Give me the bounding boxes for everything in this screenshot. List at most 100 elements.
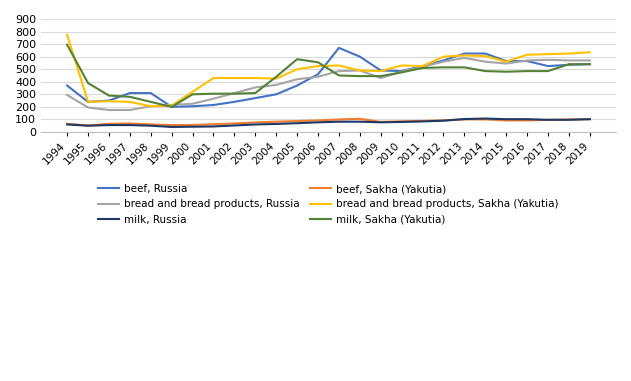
bread and bread products, Sakha (Yakutia)	[252, 76, 259, 80]
bread and bread products, Sakha (Yakutia)	[481, 54, 489, 58]
milk, Sakha (Yakutia)	[252, 91, 259, 95]
beef, Russia	[335, 46, 343, 50]
bread and bread products, Russia	[126, 108, 134, 112]
milk, Sakha (Yakutia)	[545, 69, 552, 74]
beef, Sakha (Yakutia)	[377, 120, 384, 124]
beef, Sakha (Yakutia)	[230, 121, 238, 126]
milk, Russia	[398, 120, 406, 124]
bread and bread products, Sakha (Yakutia)	[273, 76, 280, 81]
milk, Sakha (Yakutia)	[502, 69, 510, 74]
beef, Sakha (Yakutia)	[356, 117, 363, 121]
bread and bread products, Sakha (Yakutia)	[63, 32, 71, 37]
bread and bread products, Sakha (Yakutia)	[314, 64, 322, 68]
beef, Russia	[230, 99, 238, 104]
bread and bread products, Sakha (Yakutia)	[377, 69, 384, 74]
milk, Sakha (Yakutia)	[398, 70, 406, 75]
bread and bread products, Sakha (Yakutia)	[293, 67, 301, 72]
beef, Sakha (Yakutia)	[335, 117, 343, 122]
milk, Russia	[502, 117, 510, 122]
beef, Russia	[126, 91, 134, 95]
beef, Sakha (Yakutia)	[398, 119, 406, 123]
bread and bread products, Sakha (Yakutia)	[398, 63, 406, 68]
beef, Russia	[377, 68, 384, 73]
milk, Russia	[461, 117, 468, 121]
milk, Sakha (Yakutia)	[209, 91, 217, 96]
beef, Sakha (Yakutia)	[461, 117, 468, 122]
bread and bread products, Sakha (Yakutia)	[440, 54, 447, 59]
bread and bread products, Russia	[189, 101, 196, 106]
bread and bread products, Sakha (Yakutia)	[126, 99, 134, 104]
milk, Sakha (Yakutia)	[565, 62, 573, 66]
beef, Russia	[293, 83, 301, 88]
bread and bread products, Sakha (Yakutia)	[209, 76, 217, 80]
milk, Russia	[105, 123, 113, 127]
milk, Russia	[545, 117, 552, 122]
beef, Sakha (Yakutia)	[126, 121, 134, 126]
milk, Russia	[168, 125, 175, 129]
bread and bread products, Russia	[586, 58, 594, 63]
bread and bread products, Sakha (Yakutia)	[523, 53, 531, 57]
bread and bread products, Russia	[273, 83, 280, 87]
milk, Russia	[523, 117, 531, 122]
beef, Sakha (Yakutia)	[63, 122, 71, 126]
beef, Russia	[481, 51, 489, 56]
milk, Sakha (Yakutia)	[189, 92, 196, 97]
milk, Sakha (Yakutia)	[147, 99, 155, 104]
beef, Sakha (Yakutia)	[502, 118, 510, 123]
bread and bread products, Sakha (Yakutia)	[502, 59, 510, 64]
beef, Sakha (Yakutia)	[481, 117, 489, 122]
bread and bread products, Sakha (Yakutia)	[565, 51, 573, 56]
bread and bread products, Russia	[230, 91, 238, 95]
beef, Russia	[147, 91, 155, 95]
bread and bread products, Russia	[419, 64, 427, 69]
beef, Sakha (Yakutia)	[85, 123, 92, 128]
beef, Russia	[586, 62, 594, 66]
beef, Sakha (Yakutia)	[252, 120, 259, 125]
bread and bread products, Russia	[545, 58, 552, 62]
beef, Russia	[105, 98, 113, 103]
milk, Russia	[314, 120, 322, 125]
bread and bread products, Russia	[168, 103, 175, 107]
beef, Sakha (Yakutia)	[586, 117, 594, 122]
beef, Russia	[209, 103, 217, 107]
bread and bread products, Russia	[461, 56, 468, 60]
milk, Russia	[419, 119, 427, 124]
milk, Sakha (Yakutia)	[314, 60, 322, 65]
bread and bread products, Sakha (Yakutia)	[461, 53, 468, 58]
beef, Russia	[461, 51, 468, 56]
milk, Sakha (Yakutia)	[230, 91, 238, 96]
milk, Sakha (Yakutia)	[63, 42, 71, 47]
milk, Russia	[209, 124, 217, 129]
milk, Sakha (Yakutia)	[481, 69, 489, 74]
Line: milk, Russia: milk, Russia	[67, 118, 590, 127]
milk, Russia	[293, 121, 301, 125]
Line: milk, Sakha (Yakutia): milk, Sakha (Yakutia)	[67, 45, 590, 107]
milk, Sakha (Yakutia)	[85, 81, 92, 85]
beef, Russia	[252, 96, 259, 100]
milk, Sakha (Yakutia)	[377, 74, 384, 78]
bread and bread products, Sakha (Yakutia)	[356, 68, 363, 73]
Line: bread and bread products, Sakha (Yakutia): bread and bread products, Sakha (Yakutia…	[67, 35, 590, 106]
beef, Russia	[168, 105, 175, 109]
beef, Sakha (Yakutia)	[565, 117, 573, 122]
beef, Russia	[440, 58, 447, 63]
milk, Sakha (Yakutia)	[168, 105, 175, 109]
milk, Russia	[189, 125, 196, 129]
Line: beef, Sakha (Yakutia): beef, Sakha (Yakutia)	[67, 119, 590, 125]
beef, Russia	[189, 104, 196, 109]
beef, Russia	[565, 62, 573, 67]
Line: beef, Russia: beef, Russia	[67, 48, 590, 107]
beef, Russia	[63, 83, 71, 88]
milk, Russia	[85, 123, 92, 128]
bread and bread products, Russia	[565, 58, 573, 63]
bread and bread products, Russia	[105, 108, 113, 112]
bread and bread products, Russia	[335, 69, 343, 74]
beef, Russia	[502, 59, 510, 63]
beef, Sakha (Yakutia)	[189, 123, 196, 127]
bread and bread products, Sakha (Yakutia)	[335, 63, 343, 68]
beef, Russia	[273, 92, 280, 97]
bread and bread products, Russia	[314, 74, 322, 79]
bread and bread products, Russia	[209, 96, 217, 101]
beef, Sakha (Yakutia)	[419, 118, 427, 123]
milk, Sakha (Yakutia)	[586, 62, 594, 66]
